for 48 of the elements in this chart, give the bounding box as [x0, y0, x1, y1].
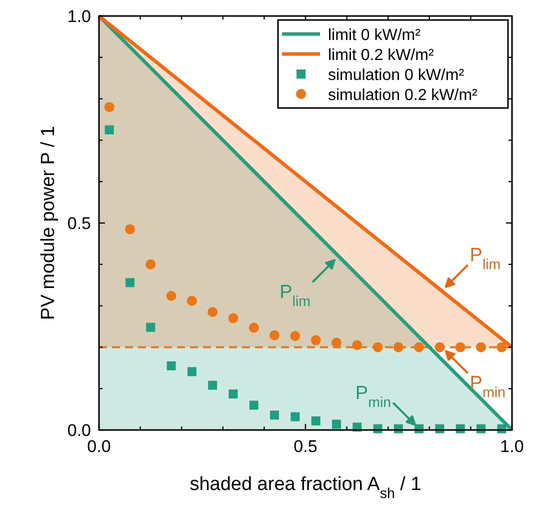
point	[166, 290, 176, 301]
point	[393, 342, 404, 352]
legend-label: simulation 0.2 kW/m²	[328, 87, 478, 104]
point	[332, 420, 341, 429]
annotation: P$_{lim}$	[280, 282, 311, 310]
point	[186, 296, 197, 306]
point	[414, 342, 424, 352]
point	[331, 338, 342, 348]
legend-label: limit 0 kW/m²	[328, 27, 422, 44]
point	[146, 259, 156, 270]
point	[249, 400, 258, 410]
x-tick-label: 0.0	[87, 437, 111, 456]
point	[104, 102, 114, 112]
point	[208, 380, 218, 390]
point	[270, 330, 280, 340]
point	[125, 278, 134, 288]
x-tick-label: 0.5	[294, 437, 318, 456]
point	[124, 224, 135, 234]
point	[146, 322, 156, 332]
point	[372, 342, 383, 352]
point	[228, 389, 238, 398]
point	[187, 367, 196, 376]
point	[352, 340, 362, 350]
y-tick-label: 0.0	[67, 421, 91, 440]
point	[311, 416, 320, 426]
x-tick-label: 1.0	[500, 437, 524, 456]
point	[228, 313, 238, 324]
point	[208, 307, 218, 318]
y-axis-title: PV module power P / 1	[38, 126, 59, 320]
annotation: P$_{min}$	[470, 373, 506, 402]
y-tick-label: 0.5	[67, 214, 91, 233]
point	[496, 342, 507, 352]
y-tick-label: 1.0	[67, 7, 91, 26]
point	[310, 335, 321, 346]
point	[290, 412, 300, 422]
point	[166, 361, 176, 370]
annotation: P$_{min}$	[355, 382, 392, 411]
point	[434, 342, 445, 352]
point	[455, 342, 466, 352]
annotation: P$_{lim}$	[470, 244, 501, 273]
point	[248, 322, 259, 333]
point	[104, 125, 114, 134]
point	[476, 342, 486, 352]
point	[270, 410, 280, 420]
legend-label: simulation 0 kW/m²	[328, 67, 465, 84]
legend-label: limit 0.2 kW/m²	[328, 47, 434, 64]
x-axis-title: shaded area fraction A$_{sh}$ / 1	[190, 474, 422, 502]
point	[290, 331, 300, 342]
